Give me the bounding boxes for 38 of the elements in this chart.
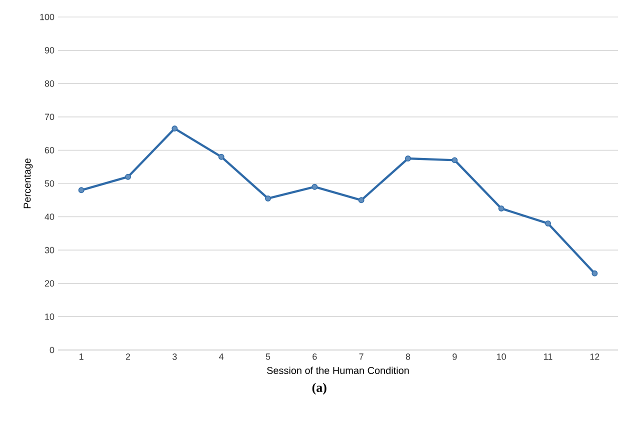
y-tick-label: 60 bbox=[44, 147, 54, 154]
x-tick-label: 1 bbox=[80, 354, 84, 360]
point bbox=[78, 187, 84, 194]
y-tick-label: 40 bbox=[44, 214, 54, 220]
x-tick-label: 9 bbox=[452, 354, 457, 360]
point bbox=[498, 205, 504, 212]
x-tick-label: 10 bbox=[497, 354, 506, 360]
y-tick-label: 70 bbox=[44, 114, 54, 120]
x-tick-label: 2 bbox=[126, 354, 130, 360]
point bbox=[125, 174, 131, 180]
point bbox=[452, 157, 458, 164]
point bbox=[592, 270, 598, 276]
x-tick-label: 12 bbox=[590, 354, 600, 360]
x-tick-label: 4 bbox=[219, 354, 224, 360]
x-tick-label: 11 bbox=[544, 354, 552, 360]
y-tick-label: 20 bbox=[44, 280, 54, 287]
point bbox=[545, 220, 551, 226]
y-tick-label: 80 bbox=[44, 80, 54, 87]
x-tick-label: 3 bbox=[172, 354, 177, 360]
point bbox=[405, 156, 411, 162]
point bbox=[358, 197, 364, 204]
y-tick-label: 90 bbox=[44, 47, 54, 54]
x-tick-label: 5 bbox=[266, 354, 270, 360]
point bbox=[172, 126, 178, 132]
y-tick-label: 30 bbox=[44, 246, 54, 254]
y-tick-label: 50 bbox=[44, 180, 54, 187]
x-tick-label: 8 bbox=[406, 354, 410, 360]
x-tick-label: 7 bbox=[359, 354, 364, 360]
point bbox=[265, 195, 271, 202]
text: (a) bbox=[312, 382, 326, 395]
point bbox=[218, 154, 224, 160]
x-axis-title: Session of the Human Condition bbox=[267, 366, 409, 374]
y-tick-label: 10 bbox=[45, 314, 54, 320]
x-tick-label: 6 bbox=[312, 354, 317, 360]
point bbox=[312, 184, 318, 190]
y-tick-label: 100 bbox=[40, 14, 54, 20]
y-axis-title: Percentage bbox=[24, 158, 33, 208]
y-tick-label: 0 bbox=[50, 346, 54, 354]
